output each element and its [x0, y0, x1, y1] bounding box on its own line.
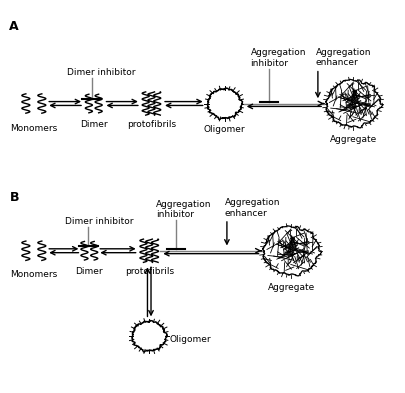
Text: Aggregation
enhancer: Aggregation enhancer — [225, 198, 280, 218]
Text: Aggregate: Aggregate — [330, 135, 377, 144]
Text: Dimer inhibitor: Dimer inhibitor — [67, 68, 136, 77]
Text: Dimer: Dimer — [75, 267, 103, 276]
Text: A: A — [9, 20, 19, 33]
Text: B: B — [9, 191, 19, 204]
Text: Aggregation
inhibitor: Aggregation inhibitor — [250, 48, 306, 68]
Text: protofibrils: protofibrils — [125, 267, 174, 276]
Text: Oligomer: Oligomer — [169, 334, 211, 343]
Text: Aggregate: Aggregate — [268, 283, 315, 292]
Text: Monomers: Monomers — [10, 124, 58, 133]
Text: Monomers: Monomers — [10, 270, 58, 279]
Text: Oligomer: Oligomer — [204, 125, 245, 134]
Text: Dimer inhibitor: Dimer inhibitor — [65, 217, 134, 226]
Text: Aggregation
enhancer: Aggregation enhancer — [315, 48, 371, 68]
Text: protofibrils: protofibrils — [127, 120, 176, 129]
Text: Dimer: Dimer — [80, 120, 108, 129]
Text: Aggregation
inhibitor: Aggregation inhibitor — [156, 200, 211, 219]
